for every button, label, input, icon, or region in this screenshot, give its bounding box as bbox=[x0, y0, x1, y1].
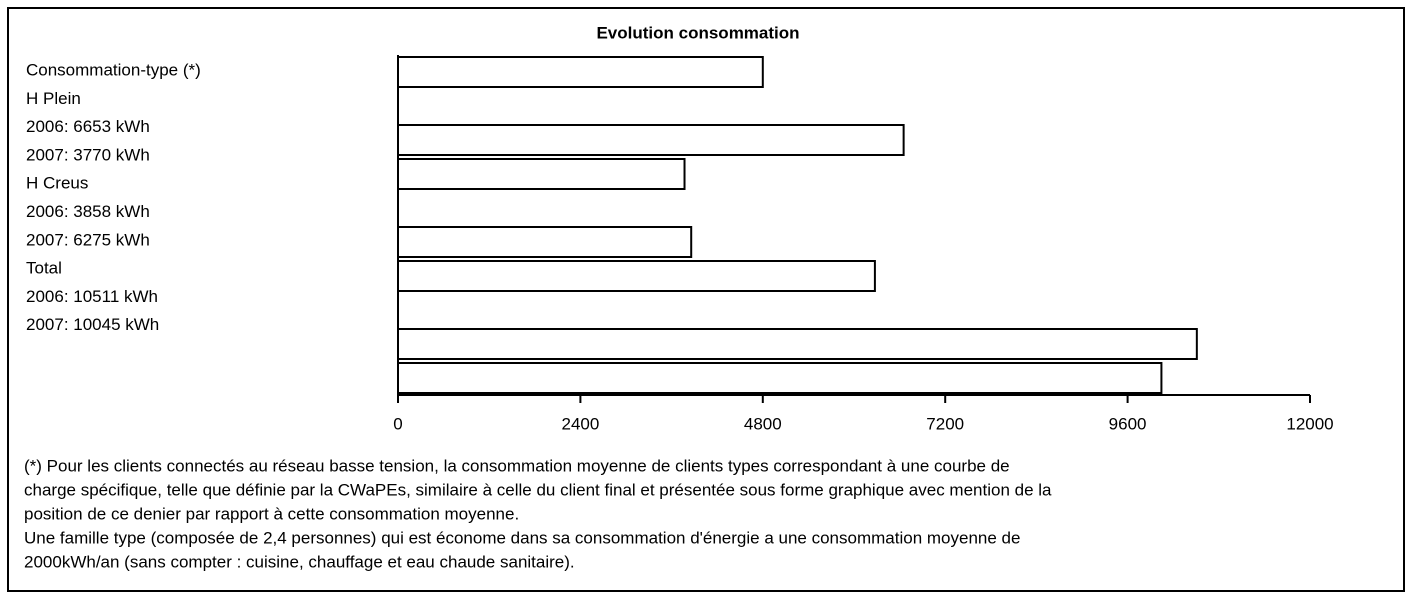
bar bbox=[397, 226, 693, 258]
x-tick-label: 2400 bbox=[561, 414, 599, 433]
frame bbox=[7, 7, 1405, 592]
category-label: H Creus bbox=[26, 174, 88, 193]
x-tick-label: 4800 bbox=[744, 414, 782, 433]
x-tick-label: 7200 bbox=[926, 414, 964, 433]
category-label: 2007: 10045 kWh bbox=[26, 315, 159, 334]
bar bbox=[397, 362, 1163, 394]
x-tick-label: 12000 bbox=[1286, 414, 1333, 433]
bar bbox=[397, 260, 876, 292]
footnote: Une famille type (composée de 2,4 person… bbox=[24, 528, 1020, 547]
category-label: Total bbox=[26, 259, 62, 278]
footnote: 2000kWh/an (sans compter : cuisine, chau… bbox=[24, 552, 575, 571]
category-label: 2006: 6653 kWh bbox=[26, 117, 150, 136]
footnote: (*) Pour les clients connectés au réseau… bbox=[24, 456, 1010, 475]
bar bbox=[397, 124, 905, 156]
footnote: position de ce denier par rapport à cett… bbox=[24, 504, 519, 523]
x-tick-label: 9600 bbox=[1109, 414, 1147, 433]
category-label: 2006: 10511 kWh bbox=[26, 287, 158, 306]
category-label: 2007: 6275 kWh bbox=[26, 230, 150, 249]
category-label: 2006: 3858 kWh bbox=[26, 202, 150, 221]
x-tick-label: 0 bbox=[393, 414, 402, 433]
bar bbox=[397, 56, 764, 88]
category-label: Consommation-type (*) bbox=[26, 60, 201, 79]
category-label: H Plein bbox=[26, 89, 81, 108]
category-label: 2007: 3770 kWh bbox=[26, 145, 150, 164]
bar bbox=[397, 328, 1198, 360]
footnote: charge spécifique, telle que définie par… bbox=[24, 480, 1052, 499]
bar bbox=[397, 158, 686, 190]
chart-title: Evolution consommation bbox=[596, 23, 799, 42]
